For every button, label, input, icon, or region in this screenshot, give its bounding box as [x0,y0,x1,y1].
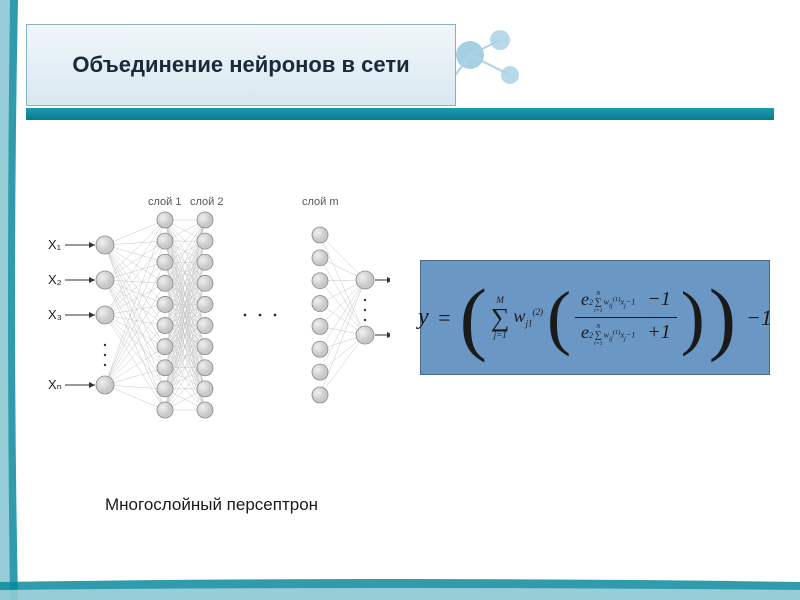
lparen-outer: ( [460,283,487,353]
w-term: wj1(2) [513,306,543,329]
svg-text:X₁: X₁ [48,237,62,252]
diagram-caption: Многослойный персептрон [105,495,318,515]
den-tail: +1 [635,321,671,344]
svg-text:X₂: X₂ [48,272,62,287]
eq-equals: = [433,305,456,331]
header-underline [26,108,774,120]
rparen-inner: ) [681,287,705,348]
rparen-outer: ) [709,283,736,353]
lparen-inner: ( [547,287,571,348]
fraction: e 2 N ∑ i=1 wij(1)xj−1 −1 e [575,285,677,350]
outer-tail: −1 [740,305,772,331]
eq-y: y [418,304,429,331]
slide-title: Объединение нейронов в сети [72,51,409,80]
content: X₁X₂X₃Xₙy₁yₛслой 1слой 2слой m y = ( M ∑… [0,140,800,520]
denominator: e 2 N ∑ i=1 wij(1)xj−1 +1 [575,318,677,350]
svg-text:X₃: X₃ [48,307,62,322]
slide-header: Объединение нейронов в сети [26,24,456,106]
mlp-network-diagram: X₁X₂X₃Xₙy₁yₛслой 1слой 2слой m [30,180,390,450]
num-tail: −1 [635,288,671,311]
equation-box: y = ( M ∑ j=1 wj1(2) ( e 2 N ∑ [420,260,770,375]
svg-text:слой 1: слой 1 [148,196,181,208]
svg-text:Xₙ: Xₙ [48,377,62,392]
svg-text:слой m: слой m [302,196,339,208]
numerator: e 2 N ∑ i=1 wij(1)xj−1 −1 [575,285,677,317]
outer-sum: M ∑ j=1 [491,296,510,340]
equation: y = ( M ∑ j=1 wj1(2) ( e 2 N ∑ [418,283,772,353]
svg-text:слой 2: слой 2 [190,196,223,208]
